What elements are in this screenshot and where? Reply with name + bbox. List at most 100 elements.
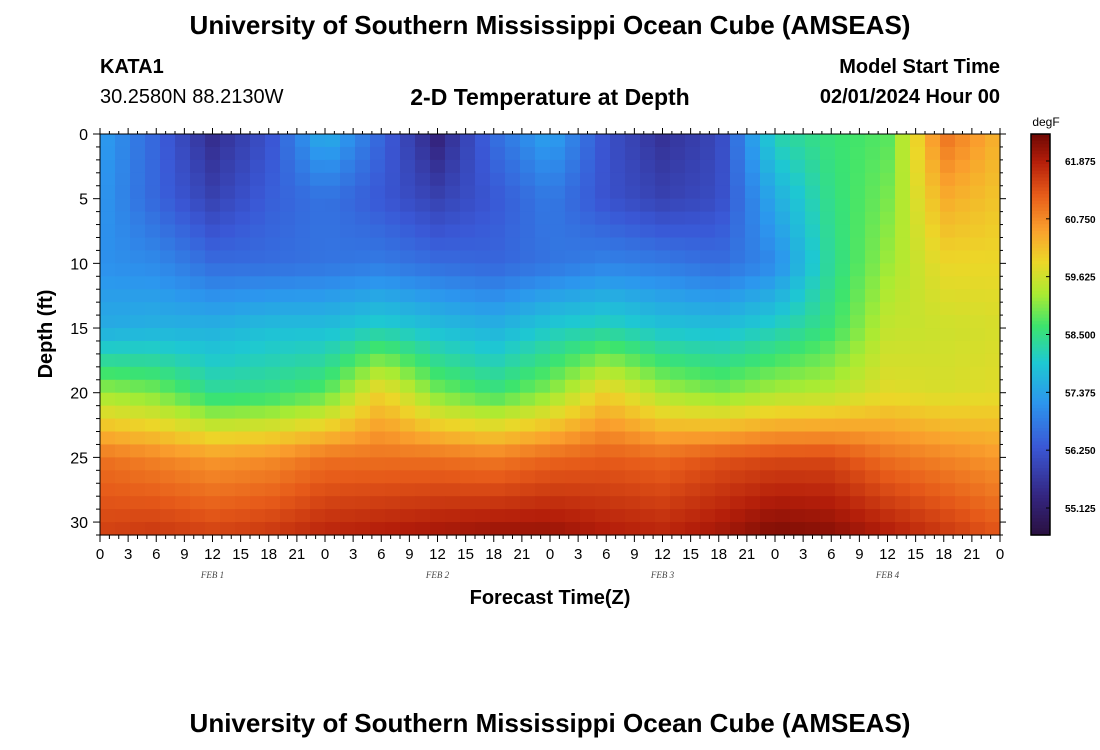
heatmap-cell xyxy=(640,134,656,148)
heatmap-cell xyxy=(895,224,911,239)
x-tick-label: 6 xyxy=(602,546,610,563)
heatmap-cell xyxy=(265,276,281,290)
heatmap-cell xyxy=(400,405,416,420)
heatmap-cell xyxy=(880,211,896,226)
heatmap-cell xyxy=(220,418,236,433)
heatmap-cell xyxy=(955,522,971,536)
heatmap-cell xyxy=(130,379,146,394)
heatmap-cell xyxy=(100,159,116,174)
colorbar-segment xyxy=(1031,394,1050,399)
heatmap-cell xyxy=(775,302,791,316)
heatmap-cell xyxy=(595,483,611,497)
heatmap-cell xyxy=(175,340,191,355)
heatmap-cell xyxy=(445,392,461,407)
heatmap-cell xyxy=(115,146,131,161)
heatmap-cell xyxy=(865,483,881,497)
heatmap-cell xyxy=(430,289,446,303)
x-tick-label: 9 xyxy=(630,546,638,563)
heatmap-cell xyxy=(460,457,476,471)
heatmap-cell xyxy=(850,237,866,252)
heatmap-cell xyxy=(280,250,296,264)
colorbar-segment xyxy=(1031,451,1050,456)
heatmap-cell xyxy=(310,392,326,407)
heatmap-cell xyxy=(595,353,611,368)
heatmap-cell xyxy=(430,444,446,458)
heatmap-cell xyxy=(700,353,716,368)
heatmap-cell xyxy=(895,198,911,213)
heatmap-cell xyxy=(340,496,356,510)
heatmap-cell xyxy=(655,522,671,536)
heatmap-cell xyxy=(550,392,566,407)
heatmap-cell xyxy=(355,276,371,290)
heatmap-cell xyxy=(220,328,236,342)
heatmap-cell xyxy=(925,483,941,497)
colorbar-segment xyxy=(1031,204,1050,209)
heatmap-cell xyxy=(310,250,326,264)
heatmap-cell xyxy=(400,483,416,497)
heatmap-cell xyxy=(865,444,881,458)
heatmap-cell xyxy=(475,237,491,252)
heatmap-cell xyxy=(295,224,311,239)
heatmap-cell xyxy=(595,496,611,510)
heatmap-cell xyxy=(355,366,371,381)
colorbar-segment xyxy=(1031,200,1050,205)
heatmap-cell xyxy=(685,185,701,200)
colorbar-segment xyxy=(1031,518,1050,523)
heatmap-cell xyxy=(325,418,341,433)
heatmap-cell xyxy=(520,379,536,394)
heatmap-cell xyxy=(145,431,161,446)
heatmap-cell xyxy=(700,185,716,200)
heatmap-cell xyxy=(175,509,191,523)
heatmap-cell xyxy=(895,276,911,290)
heatmap-cell xyxy=(475,366,491,381)
heatmap-cell xyxy=(610,509,626,523)
heatmap-cell xyxy=(340,146,356,161)
heatmap-cell xyxy=(460,418,476,433)
heatmap-cell xyxy=(235,431,251,446)
heatmap-cell xyxy=(250,483,266,497)
heatmap-cell xyxy=(220,172,236,187)
heatmap-cell xyxy=(985,250,1001,264)
x-tick-label: 3 xyxy=(799,546,807,563)
heatmap-cell xyxy=(850,250,866,264)
heatmap-cell xyxy=(955,353,971,368)
heatmap-cell xyxy=(610,134,626,148)
heatmap-cell xyxy=(490,457,506,471)
heatmap-cell xyxy=(715,263,731,277)
heatmap-cell xyxy=(895,289,911,303)
heatmap-cell xyxy=(250,444,266,458)
heatmap-cell xyxy=(325,366,341,381)
colorbar-segment xyxy=(1031,321,1050,326)
heatmap-cell xyxy=(175,198,191,213)
heatmap-cell xyxy=(100,431,116,446)
heatmap-cell xyxy=(580,250,596,264)
heatmap-cell xyxy=(550,340,566,355)
heatmap-cell xyxy=(970,328,986,342)
colorbar-tick-label: 55.125 xyxy=(1065,504,1096,515)
heatmap-cell xyxy=(130,159,146,174)
heatmap-cell xyxy=(460,315,476,329)
heatmap-cell xyxy=(940,211,956,226)
heatmap-cell xyxy=(115,496,131,510)
heatmap-cell xyxy=(145,315,161,329)
colorbar-segment xyxy=(1031,244,1050,249)
heatmap-cell xyxy=(535,315,551,329)
heatmap-cell xyxy=(820,185,836,200)
colorbar-segment xyxy=(1031,157,1050,162)
heatmap-cell xyxy=(310,263,326,277)
heatmap-cell xyxy=(505,250,521,264)
heatmap-cell xyxy=(505,509,521,523)
heatmap-cell xyxy=(970,470,986,484)
heatmap-cell xyxy=(460,340,476,355)
colorbar-segment xyxy=(1031,227,1050,232)
heatmap-cell xyxy=(580,353,596,368)
heatmap-cell xyxy=(310,276,326,290)
heatmap-cell xyxy=(280,379,296,394)
heatmap-cell xyxy=(625,276,641,290)
heatmap-cell xyxy=(190,250,206,264)
heatmap-cell xyxy=(385,185,401,200)
heatmap-cell xyxy=(970,509,986,523)
heatmap-cell xyxy=(280,211,296,226)
heatmap-cell xyxy=(685,457,701,471)
colorbar-segment xyxy=(1031,301,1050,306)
